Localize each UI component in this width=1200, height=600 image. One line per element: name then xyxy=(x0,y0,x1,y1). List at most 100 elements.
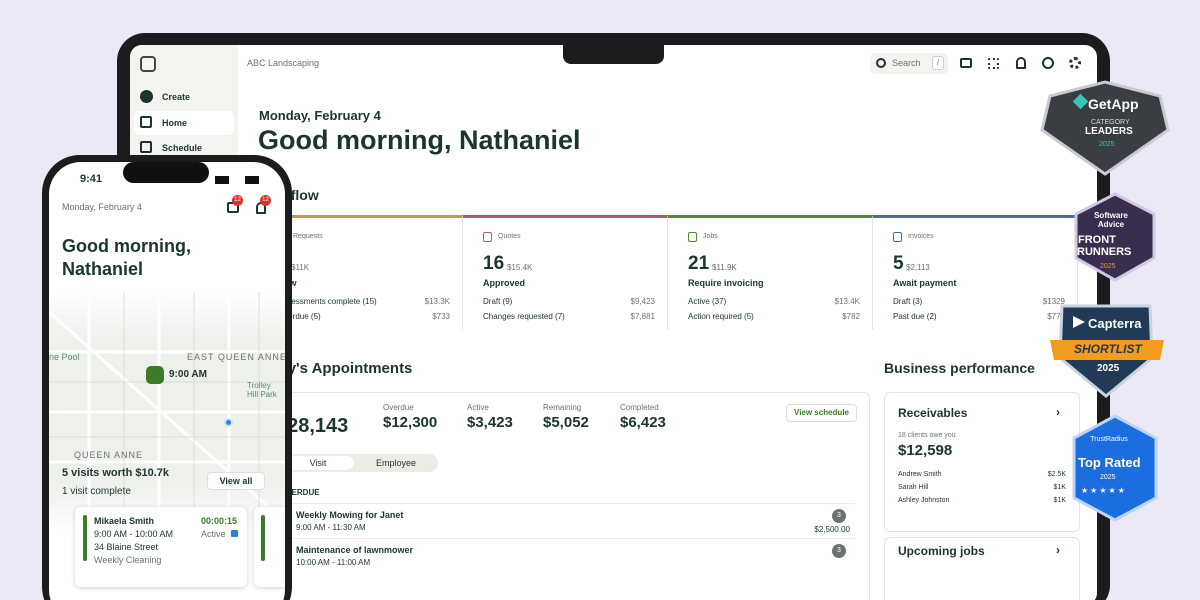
shortlist-ribbon xyxy=(1050,340,1164,360)
software-advice-badge xyxy=(1074,192,1156,282)
panel-title[interactable]: Upcoming jobs xyxy=(898,544,985,558)
visit-address: 34 Blaine Street xyxy=(94,542,159,552)
visit-timer: 00:00:15 xyxy=(201,516,238,526)
card-row-value: $13.3K xyxy=(424,297,450,306)
nav-item[interactable]: Create xyxy=(162,92,191,102)
phone-screen: 9:41 Monday, February 4 12 12 Good morni… xyxy=(49,162,285,600)
upcoming-panel xyxy=(884,537,1080,600)
card-status: Approved xyxy=(483,278,526,288)
map-label: ne Pool xyxy=(49,352,80,362)
bell-icon[interactable] xyxy=(1016,57,1026,69)
appointment[interactable] xyxy=(280,503,855,537)
location-dot xyxy=(224,418,233,427)
award-badges xyxy=(1040,80,1170,522)
chevron[interactable]: › xyxy=(1056,543,1060,557)
badge-line: LEADERS xyxy=(1085,126,1133,137)
badge-year: 2025 xyxy=(1099,141,1115,148)
client-name: Sarah Hill xyxy=(898,484,929,491)
card[interactable] xyxy=(668,215,873,330)
greeting: Good morning, xyxy=(62,236,191,256)
card-count: 16 xyxy=(483,253,505,274)
map xyxy=(49,292,285,532)
visit-card[interactable] xyxy=(75,507,247,587)
subtitle: 18 clients owe you xyxy=(898,432,956,439)
badge-year: 2025 xyxy=(1100,263,1116,270)
chat-icon[interactable] xyxy=(960,58,972,68)
badge: 12 xyxy=(260,195,271,206)
map-pin[interactable] xyxy=(146,366,164,384)
card-row-value: $1329 xyxy=(1042,297,1065,306)
card-row-label: Active (37) xyxy=(688,297,727,306)
badge-year: 2025 xyxy=(1097,363,1120,374)
greeting: Nathaniel xyxy=(62,259,144,279)
home-icon xyxy=(140,116,152,128)
getapp-badge xyxy=(1040,80,1170,176)
appointment[interactable] xyxy=(280,538,855,572)
client-amount: $1K xyxy=(1053,497,1066,504)
badge-brand: TrustRadius xyxy=(1090,436,1128,443)
card-row-label: Draft (3) xyxy=(893,297,923,306)
card[interactable] xyxy=(463,215,668,330)
nav-item[interactable]: Schedule xyxy=(162,143,203,153)
card-row-label: Changes requested (7) xyxy=(483,312,565,321)
pin-time: 9:00 AM xyxy=(169,369,207,380)
card-count: 5 xyxy=(893,253,904,274)
search-box[interactable] xyxy=(870,53,948,74)
view-schedule[interactable]: View schedule xyxy=(786,404,857,422)
card[interactable] xyxy=(258,215,463,330)
client-amount: $2.5K xyxy=(1047,471,1066,478)
badge-line: RUNNERS xyxy=(1077,246,1132,258)
search-icon xyxy=(876,58,886,68)
tab[interactable]: Visit xyxy=(282,456,354,470)
appointment-time: 10:00 AM - 11:00 AM xyxy=(296,558,371,567)
apps-icon[interactable] xyxy=(988,58,999,69)
stat-value: $3,423 xyxy=(467,414,513,431)
appointment-amount: $2,500.00 xyxy=(814,525,850,534)
greeting: Good morning, Nathaniel xyxy=(258,125,581,155)
stars: ★★★★★ xyxy=(1081,486,1127,495)
visit-bar xyxy=(83,515,87,561)
badge-year: 2025 xyxy=(1100,474,1116,481)
stat-label: Overdue xyxy=(383,403,414,412)
nav-item[interactable]: Home xyxy=(162,118,188,128)
card-status: Await payment xyxy=(893,278,957,288)
stat-label: Completed xyxy=(620,403,659,412)
card[interactable] xyxy=(873,215,1078,330)
stat-value: $12,300 xyxy=(383,414,438,431)
stat-label: Active xyxy=(467,403,489,412)
card-row-value: $779 xyxy=(1047,312,1065,321)
badge-brand: GetApp xyxy=(1088,96,1139,112)
status-icons xyxy=(215,176,259,184)
card-amount: $11K xyxy=(291,263,310,272)
card-row-label: Past due (2) xyxy=(893,312,937,321)
section-title: Business performance xyxy=(884,360,1035,376)
create-icon xyxy=(140,90,153,103)
tab[interactable]: Employee xyxy=(375,458,417,468)
card-row-value: $13.4K xyxy=(834,297,860,306)
visit-status: Active xyxy=(201,529,226,539)
chevron[interactable]: › xyxy=(1056,405,1060,419)
card-row-value: $7,881 xyxy=(630,312,655,321)
badge-line: FRONT xyxy=(1078,234,1116,246)
card-icon xyxy=(483,232,492,242)
capterra-logo xyxy=(1073,316,1085,328)
appointment-title: Weekly Mowing for Janet xyxy=(296,510,404,520)
shortcut: / xyxy=(932,56,944,70)
badge-line: Top Rated xyxy=(1078,455,1141,470)
card-label: Jobs xyxy=(703,233,718,240)
map-label: QUEEN ANNE xyxy=(74,450,144,460)
visit-bar xyxy=(261,515,265,561)
company: ABC Landscaping xyxy=(247,58,320,68)
help-icon[interactable] xyxy=(1042,57,1054,69)
card-row-label: Action required (5) xyxy=(688,312,754,321)
section-title: Today's Appointments xyxy=(253,360,413,377)
panel-title[interactable]: Receivables xyxy=(898,406,968,420)
dynamic-island xyxy=(123,162,209,183)
settings-icon[interactable] xyxy=(1069,57,1081,69)
badge: 12 xyxy=(232,195,243,206)
card-row-value: $9,423 xyxy=(630,297,655,306)
visit-card[interactable] xyxy=(254,507,285,587)
view-all[interactable]: View all xyxy=(207,472,265,490)
client-name: Ashley Johnston xyxy=(898,497,950,504)
